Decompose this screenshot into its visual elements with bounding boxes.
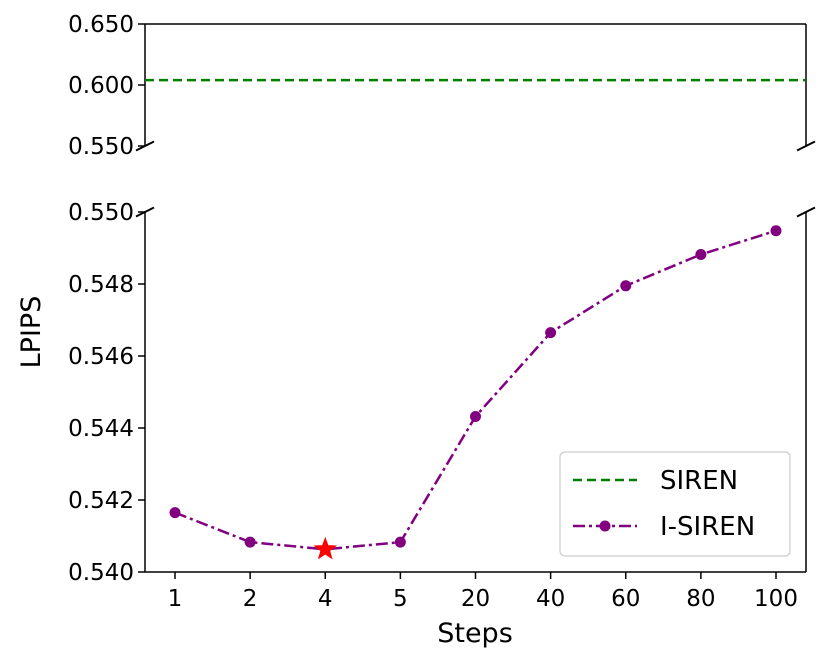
legend-siren-label: SIREN [660,466,738,496]
i-siren-point [394,536,406,548]
series-layer [145,78,806,560]
x-tick-label: 60 [611,586,640,612]
i-siren-point [169,507,181,519]
i-siren-point [620,280,632,292]
bottom-y-tick-label: 0.542 [68,488,134,514]
x-tick-label: 100 [754,586,798,612]
x-tick-label: 80 [686,586,715,612]
x-axis-label: Steps [437,618,513,649]
top-y-tick-label: 0.550 [68,134,134,160]
bottom-y-tick-label: 0.544 [68,416,134,442]
bottom-panel: 0.550 0.548 0.546 0.544 0.542 0.540 1 2 4 5 20 40 60… [68,200,807,612]
x-tick-label: 2 [243,586,258,612]
x-tick-label: 4 [318,586,333,612]
top-panel: 0.650 0.600 0.550 [68,12,816,218]
top-y-tick-label: 0.650 [68,12,134,38]
i-siren-point [545,327,557,339]
legend-box [559,451,791,557]
legend: SIREN I-SIREN [559,451,791,557]
top-y-tick-label: 0.600 [68,73,134,99]
axis-break-mark [135,140,155,152]
i-siren-point [695,248,707,260]
minimum-star-marker [313,536,338,560]
x-tick-label: 20 [461,586,490,612]
bottom-y-tick-label: 0.550 [68,200,134,226]
i-siren-point [244,536,256,548]
x-tick-label: 1 [168,586,183,612]
bottom-y-tick-label: 0.546 [68,344,134,370]
bottom-y-tick-label: 0.548 [68,272,134,298]
x-tick-label: 5 [393,586,408,612]
y-axis-label: LPIPS [16,296,47,369]
legend-i-siren-label: I-SIREN [660,512,755,542]
axis-break-mark [796,140,816,152]
x-tick-label: 40 [536,586,565,612]
legend-i-siren-marker [599,520,611,532]
bottom-y-tick-label: 0.540 [68,560,134,586]
i-siren-point [770,225,782,237]
i-siren-point [470,410,481,422]
